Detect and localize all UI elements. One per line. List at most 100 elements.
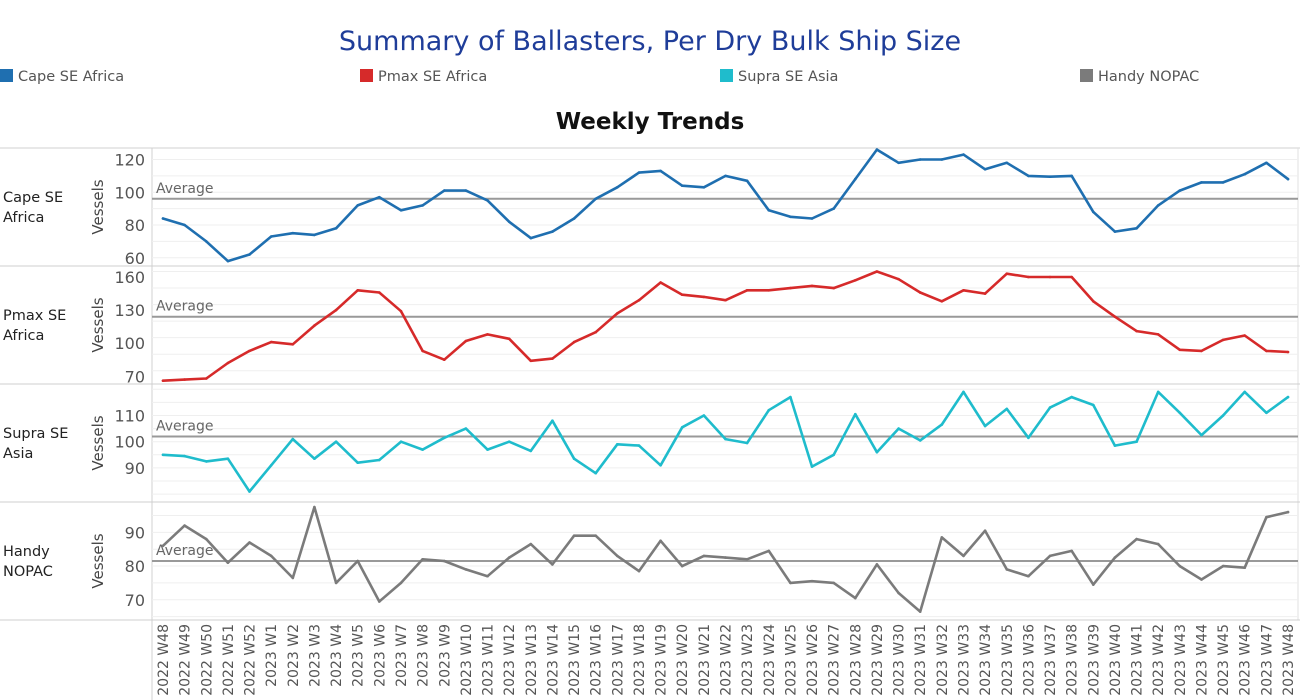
legend-item-supra[interactable]: Supra SE Asia — [720, 69, 838, 85]
data-point-handy — [1092, 583, 1095, 586]
data-point-cape — [616, 186, 619, 189]
x-tick-label: 2023 W16 — [589, 624, 605, 696]
data-point-cape — [399, 209, 403, 212]
legend-item-cape[interactable]: Cape SE Africa — [0, 69, 124, 85]
data-point-handy — [767, 549, 771, 553]
x-tick-label: 2023 W9 — [437, 624, 453, 687]
data-point-pmax — [269, 340, 273, 344]
legend-label-supra: Supra SE Asia — [738, 69, 839, 85]
data-point-cape — [680, 184, 684, 187]
data-point-pmax — [507, 337, 511, 341]
chart-subtitle: Weekly Trends — [555, 109, 745, 135]
data-point-cape — [1005, 161, 1009, 165]
data-point-cape — [1200, 181, 1203, 184]
x-tick-label: 2023 W10 — [459, 624, 475, 696]
x-tick-label: 2023 W21 — [697, 624, 713, 696]
data-point-pmax — [767, 289, 771, 292]
legend-item-pmax[interactable]: Pmax SE Africa — [360, 69, 487, 85]
data-point-cape — [594, 197, 597, 201]
y-tick-label: 90 — [125, 523, 145, 542]
data-point-cape — [918, 158, 922, 161]
x-tick-label: 2023 W22 — [719, 624, 735, 696]
row-label-pmax: Pmax SE — [3, 308, 66, 324]
data-point-supra — [161, 453, 165, 457]
data-point-cape — [832, 207, 835, 210]
data-point-cape — [1286, 177, 1290, 181]
x-tick-label: 2023 W24 — [762, 624, 778, 696]
data-point-cape — [161, 217, 165, 220]
data-point-supra — [1221, 414, 1225, 417]
data-point-pmax — [724, 298, 727, 302]
data-point-handy — [183, 524, 186, 527]
data-point-cape — [1092, 210, 1095, 214]
row-label-supra: Asia — [3, 446, 33, 462]
y-tick-label: 120 — [114, 150, 145, 169]
chart-title: Summary of Ballasters, Per Dry Bulk Ship… — [338, 26, 962, 57]
data-point-handy — [832, 581, 835, 585]
x-tick-label: 2023 W4 — [329, 624, 345, 687]
data-point-pmax — [205, 377, 208, 380]
x-tick-label: 2023 W46 — [1238, 624, 1254, 696]
data-point-handy — [918, 610, 922, 613]
y-axis-label: Vessels — [89, 533, 107, 588]
x-tick-label: 2023 W40 — [1108, 624, 1124, 696]
data-point-supra — [1178, 411, 1182, 415]
data-point-pmax — [1070, 275, 1073, 279]
data-point-pmax — [551, 357, 554, 360]
data-point-pmax — [1135, 329, 1138, 333]
data-point-supra — [1027, 436, 1030, 440]
y-tick-label: 160 — [114, 268, 145, 287]
data-point-handy — [226, 561, 230, 564]
average-label: Average — [156, 418, 214, 434]
data-point-handy — [161, 544, 165, 548]
data-point-supra — [399, 440, 403, 444]
data-point-cape — [507, 220, 511, 224]
x-tick-label: 2023 W44 — [1194, 624, 1210, 696]
row-label-supra: Supra SE — [3, 426, 68, 442]
x-tick-label: 2022 W50 — [199, 624, 215, 696]
data-point-supra — [789, 395, 792, 399]
data-point-handy — [789, 581, 792, 585]
data-point-pmax — [1048, 275, 1052, 279]
data-point-pmax — [1200, 349, 1203, 353]
data-point-cape — [1027, 174, 1030, 178]
data-point-handy — [1048, 554, 1052, 558]
data-point-handy — [529, 542, 533, 546]
legend-item-handy[interactable]: Handy NOPAC — [1080, 69, 1199, 85]
legend-label-pmax: Pmax SE Africa — [378, 69, 488, 85]
x-tick-label: 2023 W5 — [351, 624, 367, 687]
data-point-supra — [724, 437, 727, 441]
x-tick-label: 2023 W43 — [1173, 624, 1189, 696]
x-tick-label: 2023 W42 — [1151, 624, 1167, 696]
data-point-supra — [248, 490, 251, 493]
data-point-handy — [572, 534, 576, 537]
y-tick-label: 80 — [125, 557, 145, 576]
data-point-supra — [875, 450, 879, 454]
x-tick-label: 2023 W7 — [394, 624, 410, 687]
data-point-pmax — [529, 359, 533, 363]
data-point-supra — [918, 439, 922, 442]
data-point-handy — [637, 569, 641, 573]
data-point-supra — [183, 454, 186, 458]
data-point-cape — [1156, 204, 1160, 207]
x-tick-label: 2023 W45 — [1216, 624, 1232, 696]
data-point-cape — [659, 169, 662, 173]
data-point-handy — [313, 505, 316, 509]
data-point-pmax — [1156, 333, 1160, 336]
data-point-pmax — [291, 343, 295, 346]
data-point-pmax — [248, 349, 251, 353]
x-tick-label: 2023 W17 — [610, 624, 626, 696]
data-point-supra — [810, 465, 814, 468]
data-point-handy — [1070, 549, 1073, 553]
data-point-handy — [702, 554, 706, 558]
data-point-pmax — [594, 330, 597, 334]
data-point-cape — [940, 158, 944, 161]
data-point-pmax — [161, 379, 165, 383]
data-point-cape — [313, 233, 316, 237]
data-point-supra — [962, 390, 965, 394]
data-point-handy — [745, 558, 749, 561]
data-point-handy — [486, 574, 489, 578]
row-label-cape: Cape SE — [3, 190, 63, 206]
data-point-cape — [291, 231, 295, 235]
average-label: Average — [156, 543, 214, 559]
